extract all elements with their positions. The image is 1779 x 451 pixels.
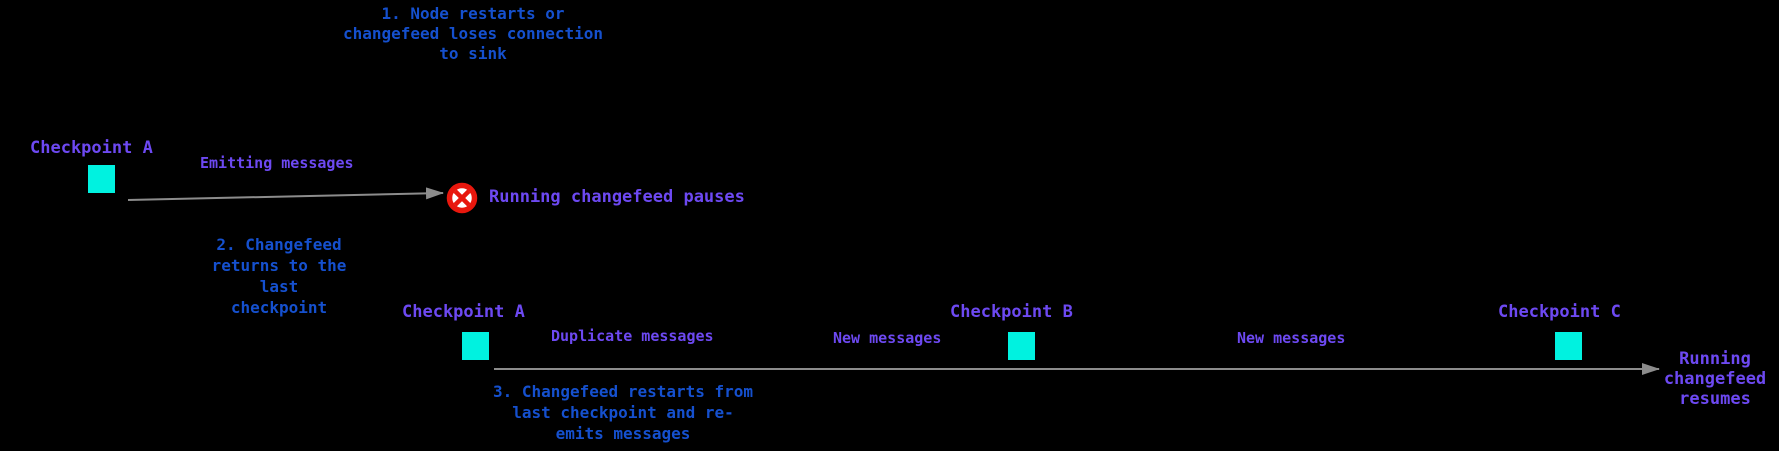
step2-note-line3: last: [259, 277, 299, 296]
step3-note-line3: emits messages: [555, 424, 691, 443]
new-messages-label-1: New messages: [833, 329, 942, 347]
step2-note-line1: 2. Changefeed: [216, 235, 342, 254]
checkpoint-a-marker-timeline2: [462, 332, 489, 360]
running-changefeed-resumes-label: Running changefeed resumes: [1652, 349, 1778, 409]
step2-note: 2. Changefeed returns to the last checkp…: [194, 234, 364, 318]
checkpoint-b-label: Checkpoint B: [950, 302, 1073, 322]
pause-circle-x-icon: [446, 182, 478, 214]
checkpoint-a-label-timeline2: Checkpoint A: [402, 302, 525, 322]
step1-note-line3: to sink: [439, 44, 507, 63]
checkpoint-a-label-timeline1: Checkpoint A: [30, 138, 153, 158]
resume-label-line2: changefeed: [1663, 369, 1767, 389]
checkpoint-c-label: Checkpoint C: [1498, 302, 1621, 322]
checkpoint-a-marker-timeline1: [88, 165, 115, 193]
step3-note-line1: 3. Changefeed restarts from: [492, 382, 754, 401]
duplicate-messages-label: Duplicate messages: [551, 327, 714, 345]
emitting-messages-label: Emitting messages: [200, 154, 354, 172]
checkpoint-b-marker: [1008, 332, 1035, 360]
new-messages-label-2: New messages: [1237, 329, 1346, 347]
step1-note-line2: changefeed loses connection: [342, 24, 604, 43]
step2-note-line2: returns to the: [211, 256, 347, 275]
step1-note-line1: 1. Node restarts or: [381, 4, 565, 23]
step3-note: 3. Changefeed restarts from last checkpo…: [478, 381, 768, 444]
resume-label-line3: resumes: [1679, 389, 1751, 409]
step3-note-line2: last checkpoint and re-: [512, 403, 734, 422]
resume-label-line1: Running: [1679, 349, 1751, 369]
timeline-1-arrow: [127, 187, 444, 201]
checkpoint-c-marker: [1555, 332, 1582, 360]
step2-note-line4: checkpoint: [230, 298, 328, 317]
running-changefeed-pauses-label: Running changefeed pauses: [489, 187, 745, 207]
step1-note: 1. Node restarts or changefeed loses con…: [338, 4, 608, 64]
